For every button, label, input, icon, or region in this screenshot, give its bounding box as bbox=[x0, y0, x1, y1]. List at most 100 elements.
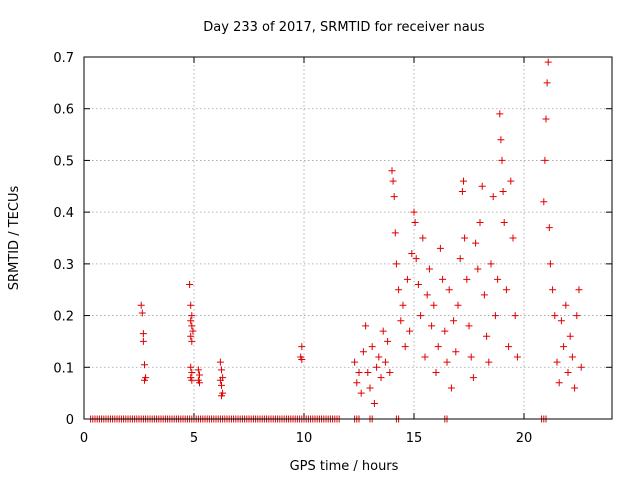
data-point bbox=[218, 392, 225, 400]
data-point bbox=[478, 182, 486, 190]
data-point bbox=[491, 312, 499, 320]
data-point bbox=[188, 337, 196, 345]
data-point bbox=[397, 317, 405, 325]
data-point bbox=[403, 275, 411, 283]
data-point bbox=[460, 177, 467, 185]
data-point bbox=[355, 368, 363, 376]
data-point bbox=[513, 353, 521, 361]
data-point bbox=[189, 327, 197, 335]
data-point bbox=[359, 348, 367, 356]
data-point bbox=[546, 260, 554, 268]
data-point bbox=[218, 366, 225, 374]
data-point bbox=[543, 79, 551, 87]
data-point bbox=[188, 322, 196, 330]
data-point bbox=[505, 343, 513, 351]
data-point bbox=[373, 363, 381, 371]
y-tick-label: 0.6 bbox=[53, 103, 74, 118]
data-point bbox=[141, 376, 148, 384]
data-point bbox=[388, 167, 396, 175]
data-point bbox=[137, 301, 145, 309]
data-point bbox=[188, 376, 196, 384]
data-point bbox=[392, 260, 400, 268]
data-point bbox=[507, 177, 515, 185]
x-axis-label: GPS time / hours bbox=[290, 459, 399, 474]
data-point bbox=[194, 366, 202, 374]
data-point bbox=[463, 275, 471, 283]
data-point bbox=[357, 389, 365, 397]
data-point bbox=[472, 239, 480, 247]
data-point bbox=[498, 156, 506, 164]
data-point bbox=[555, 379, 563, 387]
chart-title: Day 233 of 2017, SRMTID for receiver nau… bbox=[203, 20, 485, 35]
data-point bbox=[461, 234, 469, 242]
data-point bbox=[364, 368, 372, 376]
data-point bbox=[485, 358, 493, 366]
data-point bbox=[421, 353, 429, 361]
x-tick-label: 15 bbox=[406, 431, 423, 446]
data-point bbox=[377, 374, 385, 382]
data-point bbox=[391, 229, 399, 237]
data-point bbox=[428, 322, 436, 330]
data-point bbox=[375, 353, 383, 361]
data-point bbox=[389, 177, 397, 185]
data-point bbox=[187, 301, 195, 309]
data-point bbox=[456, 255, 464, 263]
data-point bbox=[467, 353, 475, 361]
x-tick-label: 20 bbox=[516, 431, 533, 446]
data-point bbox=[575, 286, 583, 294]
data-point bbox=[500, 218, 508, 226]
data-point bbox=[553, 358, 561, 366]
data-point bbox=[139, 337, 147, 345]
data-point bbox=[139, 330, 147, 338]
data-point bbox=[542, 115, 550, 123]
data-point bbox=[216, 358, 224, 366]
data-point bbox=[443, 358, 451, 366]
data-point bbox=[447, 384, 455, 392]
data-point bbox=[445, 286, 453, 294]
data-point bbox=[379, 327, 387, 335]
data-point bbox=[487, 260, 495, 268]
data-point bbox=[196, 379, 203, 387]
y-tick-label: 0.2 bbox=[53, 310, 74, 325]
y-tick-label: 0.4 bbox=[53, 206, 74, 221]
data-point bbox=[562, 301, 570, 309]
data-point bbox=[541, 156, 549, 164]
data-point bbox=[417, 312, 425, 320]
data-point bbox=[423, 291, 431, 299]
plot-frame bbox=[83, 56, 613, 420]
data-point bbox=[441, 327, 449, 335]
y-tick-label: 0.7 bbox=[53, 51, 74, 66]
data-point bbox=[298, 343, 306, 351]
data-point bbox=[353, 379, 361, 387]
data-point bbox=[187, 332, 195, 340]
data-point bbox=[414, 281, 422, 289]
data-point bbox=[511, 312, 519, 320]
data-point bbox=[452, 348, 460, 356]
data-point bbox=[483, 332, 491, 340]
data-point bbox=[540, 198, 548, 206]
data-point bbox=[551, 312, 559, 320]
data-point bbox=[196, 371, 203, 379]
data-point bbox=[432, 368, 440, 376]
data-point bbox=[566, 332, 574, 340]
data-point bbox=[450, 317, 458, 325]
y-tick-label: 0.3 bbox=[53, 258, 74, 273]
data-point bbox=[476, 218, 484, 226]
data-point bbox=[141, 361, 148, 369]
data-point bbox=[469, 374, 477, 382]
data-point bbox=[187, 363, 195, 371]
y-tick-label: 0.1 bbox=[53, 361, 74, 376]
data-point bbox=[474, 265, 482, 273]
data-point bbox=[494, 275, 502, 283]
data-point bbox=[187, 317, 195, 325]
data-point bbox=[138, 309, 146, 317]
data-point bbox=[545, 224, 553, 232]
data-point bbox=[496, 110, 504, 118]
data-point bbox=[412, 255, 420, 263]
data-point bbox=[499, 187, 507, 195]
y-tick-label: 0.5 bbox=[53, 154, 74, 169]
data-point bbox=[381, 358, 389, 366]
data-point bbox=[564, 368, 572, 376]
data-point bbox=[577, 363, 585, 371]
